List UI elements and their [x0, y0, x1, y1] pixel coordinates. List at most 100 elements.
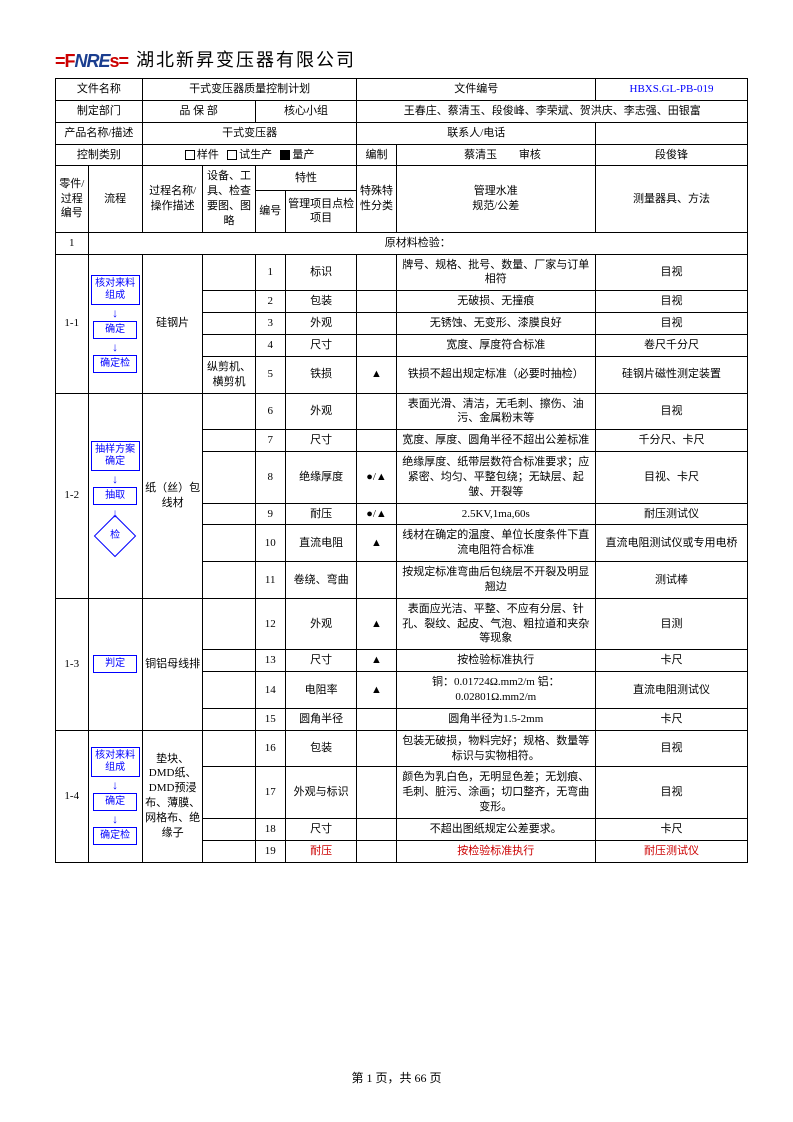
- tool: 硅钢片磁性测定装置: [596, 356, 748, 393]
- char-class: [357, 562, 396, 599]
- check-item: 包装: [285, 730, 357, 767]
- tool: 目视: [596, 730, 748, 767]
- row-num: 4: [255, 334, 285, 356]
- tool: 卡尺: [596, 708, 748, 730]
- tool: 目测: [596, 598, 748, 650]
- char-class: [357, 393, 396, 430]
- equip: [203, 254, 255, 291]
- equip: [203, 650, 255, 672]
- standard: 表面光滑、清洁，无毛刺、擦伤、油污、金属粉末等: [396, 393, 596, 430]
- standard: 颜色为乳白色，无明显色差；无划痕、毛刺、脏污、涂画；切口整齐，无弯曲变形。: [396, 767, 596, 819]
- tool: 目视: [596, 313, 748, 335]
- check-item: 电阻率: [285, 672, 357, 709]
- char-class: [357, 291, 396, 313]
- equip: [203, 430, 255, 452]
- th-class: 特殊特性分类: [357, 166, 396, 232]
- check-item: 尺寸: [285, 334, 357, 356]
- lbl-contact: 联系人/电话: [357, 122, 596, 144]
- check-item: 外观与标识: [285, 767, 357, 819]
- row-num: 5: [255, 356, 285, 393]
- th-partno: 零件/过程编号: [56, 166, 89, 232]
- team: 王春庄、蔡清玉、段俊峰、李荣斌、贺洪庆、李志强、田银富: [357, 100, 748, 122]
- row-num: 11: [255, 562, 285, 599]
- standard: 宽度、厚度、圆角半径不超出公差标准: [396, 430, 596, 452]
- char-class: [357, 313, 396, 335]
- equip: [203, 313, 255, 335]
- char-class: [357, 254, 396, 291]
- check-item: 耐压: [285, 503, 357, 525]
- tool: 目视: [596, 254, 748, 291]
- char-class: [357, 818, 396, 840]
- lbl-team: 核心小组: [255, 100, 357, 122]
- tool: 测试棒: [596, 562, 748, 599]
- tool: 耐压测试仪: [596, 503, 748, 525]
- row-num: 6: [255, 393, 285, 430]
- equip: [203, 818, 255, 840]
- flowchart: 抽样方案确定↓抽取↓检: [88, 393, 142, 598]
- reviewer: 段俊锋: [596, 144, 748, 166]
- tool: 耐压测试仪: [596, 840, 748, 862]
- check-item: 圆角半径: [285, 708, 357, 730]
- row-num: 14: [255, 672, 285, 709]
- doc-code: HBXS.GL-PB-019: [596, 79, 748, 101]
- check-item: 尺寸: [285, 650, 357, 672]
- standard: 按检验标准执行: [396, 650, 596, 672]
- standard: 绝缘厚度、纸带层数符合标准要求；应紧密、均匀、平整包绕；无缺层、起皱、开裂等: [396, 452, 596, 504]
- row-num: 7: [255, 430, 285, 452]
- tool: 目视: [596, 767, 748, 819]
- char-class: ▲: [357, 525, 396, 562]
- tool: 直流电阻测试仪: [596, 672, 748, 709]
- row-num: 18: [255, 818, 285, 840]
- row-num: 3: [255, 313, 285, 335]
- row-num: 17: [255, 767, 285, 819]
- check-item: 直流电阻: [285, 525, 357, 562]
- standard: 按检验标准执行: [396, 840, 596, 862]
- standard: 线材在确定的温度、单位长度条件下直流电阻符合标准: [396, 525, 596, 562]
- row-num: 9: [255, 503, 285, 525]
- check-item: 耐压: [285, 840, 357, 862]
- lbl-doccode: 文件编号: [444, 82, 509, 97]
- equip: [203, 672, 255, 709]
- company-name: 湖北新昇变压器有限公司: [136, 46, 356, 72]
- th-num: 编号: [255, 191, 285, 233]
- tool: 目视: [596, 291, 748, 313]
- char-class: [357, 430, 396, 452]
- standard: 宽度、厚度符合标准: [396, 334, 596, 356]
- equip: [203, 562, 255, 599]
- lbl-docname: 文件名称: [56, 79, 143, 101]
- char-class: [357, 334, 396, 356]
- row-num: 12: [255, 598, 285, 650]
- standard: 无锈蚀、无变形、漆膜良好: [396, 313, 596, 335]
- equip: [203, 291, 255, 313]
- row-num: 19: [255, 840, 285, 862]
- header-table: 文件名称 干式变压器质量控制计划 文件编号 HBXS.GL-PB-019 制定部…: [55, 78, 748, 863]
- char-class: [357, 767, 396, 819]
- lbl-dept: 制定部门: [56, 100, 143, 122]
- th-equip: 设备、工具、检查要图、图略: [203, 166, 255, 232]
- tool: 直流电阻测试仪或专用电桥: [596, 525, 748, 562]
- check-item: 包装: [285, 291, 357, 313]
- tool: 目视、卡尺: [596, 452, 748, 504]
- flowchart: 判定: [88, 598, 142, 730]
- th-tool: 测量器具、方法: [596, 166, 748, 232]
- equip: [203, 503, 255, 525]
- char-class: [357, 840, 396, 862]
- ctrl-opts: 样件 试生产 量产: [142, 144, 357, 166]
- check-item: 卷绕、弯曲: [285, 562, 357, 599]
- flowchart: 核对来料组成↓确定↓确定检: [88, 730, 142, 862]
- tool: 目视: [596, 393, 748, 430]
- header-logo-row: =FNREs= 湖北新昇变压器有限公司: [55, 46, 748, 72]
- standard: 无破损、无撞痕: [396, 291, 596, 313]
- standard: 表面应光洁、平整、不应有分层、针孔、裂纹、起皮、气泡、粗拉道和夹杂等现象: [396, 598, 596, 650]
- proc-name: 垫块、DMD纸、DMD预浸布、薄膜、网格布、绝缘子: [142, 730, 203, 862]
- char-class: ▲: [357, 356, 396, 393]
- group-id: 1-1: [56, 254, 89, 393]
- lbl-compile: 编制: [357, 144, 396, 166]
- sec-label: 原材料检验：: [88, 232, 747, 254]
- row-num: 16: [255, 730, 285, 767]
- char-class: ●/▲: [357, 452, 396, 504]
- char-class: ▲: [357, 650, 396, 672]
- standard: 牌号、规格、批号、数量、厂家与订单相符: [396, 254, 596, 291]
- tool: 千分尺、卡尺: [596, 430, 748, 452]
- group-id: 1-4: [56, 730, 89, 862]
